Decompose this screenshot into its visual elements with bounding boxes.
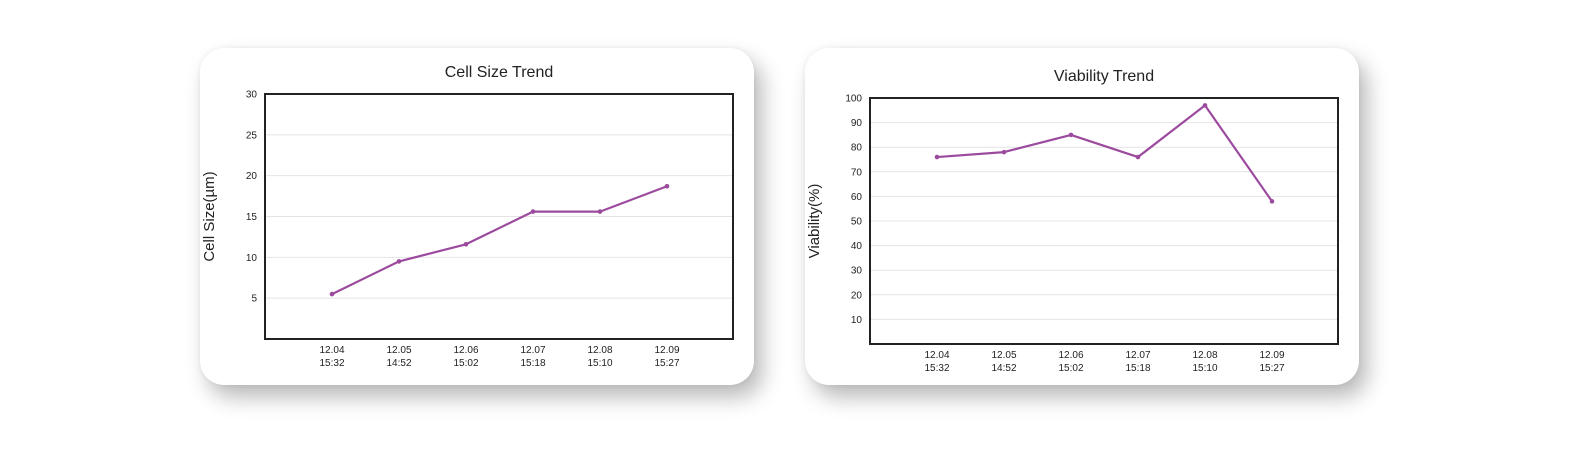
y-tick-label: 60	[851, 192, 863, 203]
y-tick-label: 30	[851, 266, 863, 277]
data-point	[1001, 149, 1007, 155]
viability-chart-card: Viability Trend Viability(%) 10 20 30 40 50 60 7…	[805, 48, 1359, 385]
y-axis-label: Viability(%)	[806, 184, 823, 259]
series-line	[331, 185, 668, 296]
x-tick-label: 12.08 15:10	[1192, 350, 1217, 374]
chart-title: Viability Trend	[1054, 68, 1154, 85]
x-tick-label: 12.05 14:52	[991, 350, 1016, 374]
y-tick-label: 50	[851, 217, 863, 228]
data-point	[530, 209, 536, 214]
data-point	[329, 291, 335, 297]
data-point	[597, 209, 603, 214]
y-tick-label: 10	[851, 315, 863, 326]
data-point	[463, 241, 469, 247]
viability-chart: Viability Trend Viability(%) 10 20 30 40 50 60 7…	[806, 68, 1339, 374]
data-point	[1202, 103, 1208, 108]
data-point	[664, 183, 670, 189]
y-tick-label: 20	[246, 171, 258, 182]
x-tick-label: 12.09 15:27	[654, 345, 679, 369]
cell-size-chart: Cell Size Trend Cell Size(µm) 5 10 15 20 25 30 1…	[201, 64, 734, 369]
cell-size-chart-card: Cell Size Trend Cell Size(µm) 5 10 15 20 25 30 1…	[200, 48, 754, 385]
x-tick-label: 12.09 15:27	[1259, 350, 1284, 374]
y-tick-label: 30	[246, 90, 258, 101]
plot-frame	[264, 93, 734, 340]
y-tick-label: 70	[851, 167, 863, 178]
y-tick-label: 5	[251, 294, 257, 305]
plot-frame	[869, 97, 1339, 345]
y-tick-label: 20	[851, 290, 863, 301]
x-tick-label: 12.08 15:10	[587, 345, 612, 369]
x-tick-label: 12.04 15:32	[319, 345, 344, 369]
data-point	[396, 259, 402, 264]
y-tick-label: 10	[246, 253, 258, 264]
y-tick-label: 25	[246, 130, 258, 141]
y-tick-label: 15	[246, 212, 258, 223]
y-tick-label: 90	[851, 118, 863, 129]
y-tick-label: 40	[851, 241, 863, 252]
x-tick-label: 12.06 15:02	[1058, 350, 1083, 374]
series-line	[936, 104, 1273, 202]
y-tick-label: 80	[851, 143, 863, 154]
chart-title: Cell Size Trend	[445, 64, 554, 81]
data-point	[1269, 199, 1275, 204]
x-tick-label: 12.07 15:18	[520, 345, 545, 369]
x-tick-label: 12.07 15:18	[1125, 350, 1150, 374]
x-tick-label: 12.04 15:32	[924, 350, 949, 374]
data-point	[1135, 154, 1141, 160]
x-tick-label: 12.05 14:52	[386, 345, 411, 369]
data-point	[934, 154, 940, 160]
y-axis-label: Cell Size(µm)	[201, 171, 218, 261]
x-tick-label: 12.06 15:02	[453, 345, 478, 369]
y-tick-label: 100	[845, 94, 862, 105]
data-point	[1068, 132, 1074, 138]
